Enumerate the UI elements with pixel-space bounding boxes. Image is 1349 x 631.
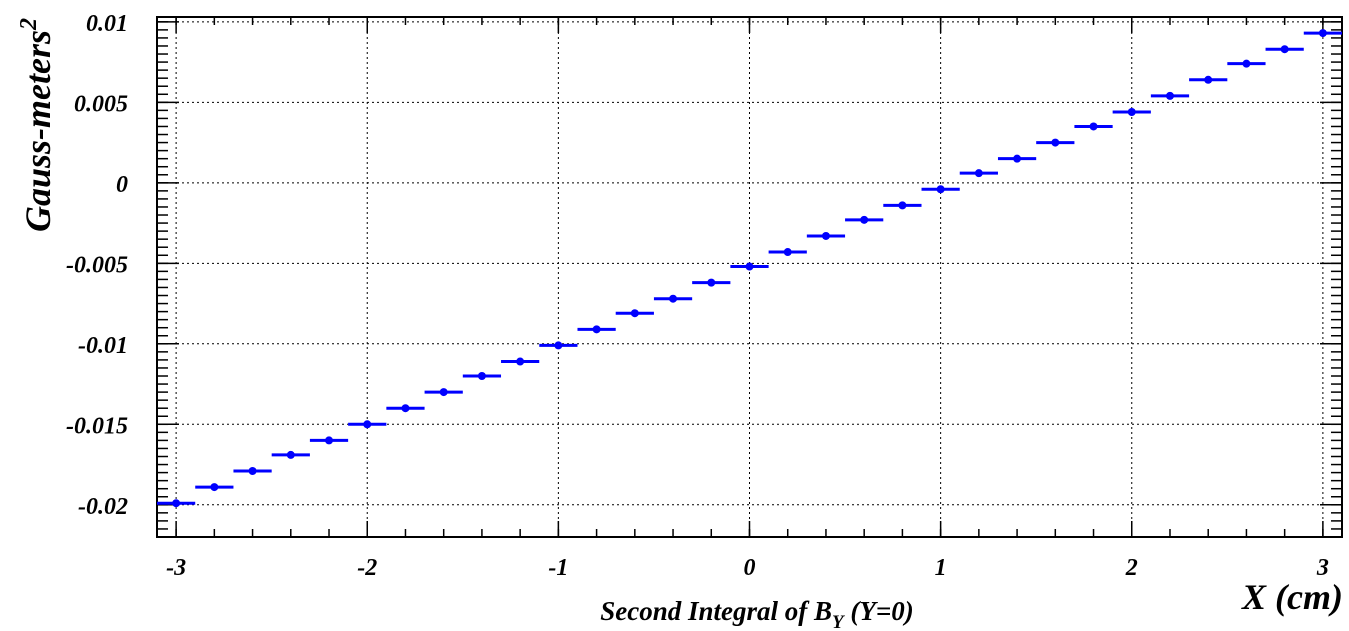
data-point (172, 499, 181, 508)
y-axis-title: Gauss-meters2 (16, 18, 58, 232)
data-point (210, 483, 219, 492)
chart-subtitle: Second Integral of BY (Y=0) (600, 596, 914, 631)
data-point (554, 341, 563, 350)
data-point (1013, 154, 1022, 163)
data-point (325, 436, 334, 445)
subtitle-main: Second Integral of B (600, 596, 832, 626)
subtitle-tail: (Y=0) (844, 596, 914, 626)
data-point (860, 215, 869, 224)
y-tick-label: 0 (116, 172, 128, 198)
data-point (439, 388, 448, 397)
plot-frame (156, 16, 1343, 538)
x-tick-label: -3 (166, 555, 186, 581)
data-point (1127, 107, 1136, 116)
y-tick-label: -0.01 (78, 333, 128, 359)
x-tick-labels: -3 -2 -1 0 1 2 3 (166, 555, 1329, 581)
data-point (1242, 59, 1251, 68)
data-point (248, 466, 257, 475)
data-point (745, 262, 754, 271)
x-tick-label: 3 (1316, 555, 1329, 581)
y-tick-label: -0.005 (66, 252, 128, 278)
y-tick-label: 0.01 (86, 11, 128, 37)
data-point (401, 404, 410, 413)
x-tick-label: 2 (1125, 555, 1138, 581)
data-point (707, 278, 716, 287)
x-tick-label: -2 (357, 555, 377, 581)
data-point (363, 420, 372, 429)
data-point (1089, 122, 1098, 131)
axis-ticks (157, 17, 1342, 538)
data-point (936, 185, 945, 194)
data-point (477, 372, 486, 381)
data-point (592, 325, 601, 334)
y-tick-label: -0.02 (78, 494, 128, 520)
data-series (157, 29, 1342, 508)
data-point (286, 450, 295, 459)
data-point (669, 294, 678, 303)
x-tick-label: -1 (548, 555, 568, 581)
x-tick-label: 1 (935, 555, 947, 581)
data-point (1318, 29, 1327, 38)
data-point (821, 231, 830, 240)
data-point (898, 201, 907, 210)
y-tick-label: -0.015 (66, 413, 128, 439)
x-tick-label: 0 (744, 555, 756, 581)
subtitle-sub: Y (832, 612, 846, 631)
y-axis-title-sup: 2 (16, 18, 42, 31)
data-point (630, 309, 639, 318)
x-axis-title: X (cm) (1241, 577, 1343, 617)
data-point (516, 357, 525, 366)
data-point (974, 169, 983, 178)
data-point (1280, 45, 1289, 54)
data-point (783, 248, 792, 257)
y-axis-title-main: Gauss-meters (18, 30, 58, 232)
data-point (1165, 91, 1174, 100)
data-point (1204, 75, 1213, 84)
grid-lines (157, 17, 1342, 537)
y-tick-labels: -0.02 -0.015 -0.01 -0.005 0 0.005 0.01 (66, 11, 128, 520)
data-point (1051, 138, 1060, 147)
y-tick-label: 0.005 (74, 91, 128, 117)
